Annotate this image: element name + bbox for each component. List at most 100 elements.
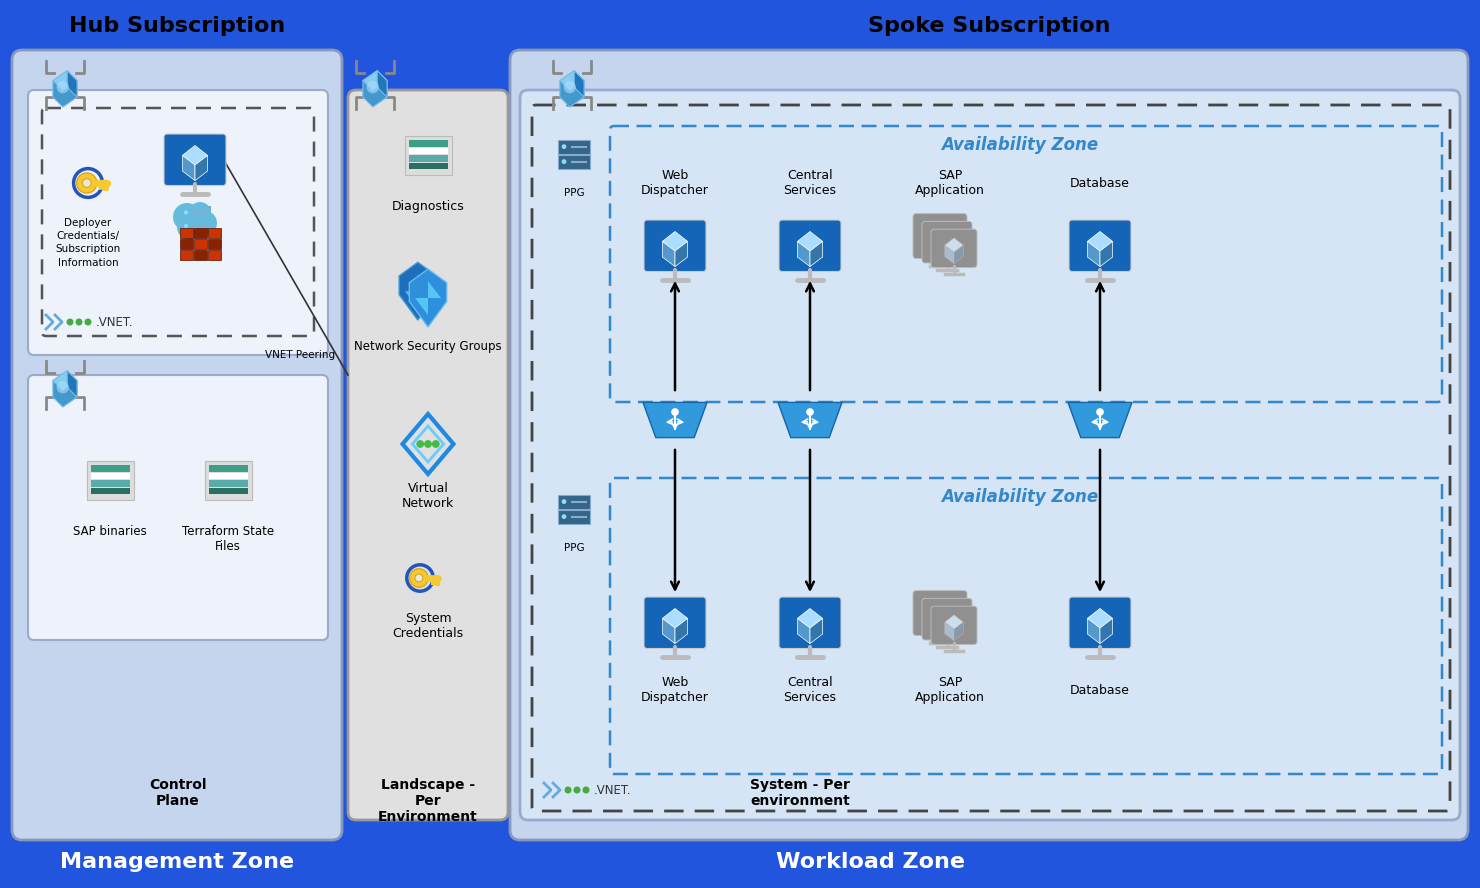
- FancyBboxPatch shape: [181, 239, 192, 249]
- Polygon shape: [798, 608, 823, 628]
- Text: SAP
Application: SAP Application: [915, 676, 984, 704]
- Text: Control
Plane: Control Plane: [149, 778, 207, 808]
- Polygon shape: [798, 618, 810, 644]
- Polygon shape: [663, 618, 675, 644]
- Circle shape: [77, 173, 96, 193]
- Text: System - Per
environment: System - Per environment: [750, 778, 850, 808]
- FancyBboxPatch shape: [408, 140, 447, 147]
- FancyBboxPatch shape: [931, 607, 977, 645]
- FancyBboxPatch shape: [778, 597, 841, 648]
- Circle shape: [670, 408, 679, 416]
- Polygon shape: [944, 614, 963, 630]
- Circle shape: [564, 81, 576, 93]
- FancyBboxPatch shape: [181, 250, 192, 260]
- Text: Virtual
Network: Virtual Network: [403, 482, 454, 510]
- Text: Workload Zone: Workload Zone: [776, 852, 965, 872]
- Circle shape: [367, 81, 379, 93]
- FancyBboxPatch shape: [408, 163, 447, 170]
- Circle shape: [432, 440, 440, 448]
- Polygon shape: [67, 71, 77, 97]
- Polygon shape: [947, 239, 958, 259]
- FancyBboxPatch shape: [181, 228, 192, 238]
- Circle shape: [416, 440, 425, 448]
- FancyBboxPatch shape: [194, 239, 207, 249]
- FancyBboxPatch shape: [164, 134, 226, 186]
- Circle shape: [189, 202, 212, 224]
- FancyBboxPatch shape: [511, 50, 1468, 840]
- Circle shape: [414, 574, 423, 582]
- Polygon shape: [944, 622, 955, 640]
- FancyBboxPatch shape: [209, 228, 221, 238]
- FancyBboxPatch shape: [181, 220, 210, 233]
- Circle shape: [192, 211, 218, 235]
- Polygon shape: [1088, 608, 1113, 628]
- Polygon shape: [53, 71, 77, 91]
- FancyBboxPatch shape: [922, 599, 972, 640]
- FancyBboxPatch shape: [90, 472, 130, 480]
- FancyBboxPatch shape: [181, 206, 210, 219]
- Text: Spoke Subscription: Spoke Subscription: [867, 16, 1110, 36]
- Text: VNET Peering: VNET Peering: [265, 350, 334, 360]
- Text: Central
Services: Central Services: [783, 676, 836, 704]
- FancyBboxPatch shape: [86, 461, 133, 501]
- Polygon shape: [937, 607, 958, 623]
- Text: .VNET.: .VNET.: [96, 315, 133, 329]
- FancyBboxPatch shape: [644, 597, 706, 648]
- Polygon shape: [642, 402, 707, 438]
- FancyBboxPatch shape: [209, 488, 247, 495]
- Polygon shape: [574, 71, 585, 97]
- FancyBboxPatch shape: [90, 480, 130, 487]
- Circle shape: [178, 214, 203, 240]
- Polygon shape: [929, 609, 940, 631]
- Polygon shape: [675, 618, 688, 644]
- Polygon shape: [798, 232, 823, 251]
- Polygon shape: [559, 71, 585, 91]
- FancyBboxPatch shape: [922, 221, 972, 263]
- FancyBboxPatch shape: [28, 375, 329, 640]
- Polygon shape: [955, 245, 963, 264]
- Text: Terraform State
Files: Terraform State Files: [182, 525, 274, 553]
- Text: Central
Services: Central Services: [783, 169, 836, 197]
- Polygon shape: [929, 224, 952, 241]
- Text: Availability Zone: Availability Zone: [941, 488, 1098, 506]
- Text: Network Security Groups: Network Security Groups: [354, 340, 502, 353]
- Polygon shape: [410, 269, 447, 327]
- Text: Hub Subscription: Hub Subscription: [70, 16, 286, 36]
- Circle shape: [184, 210, 188, 215]
- Polygon shape: [1069, 402, 1132, 438]
- Circle shape: [561, 159, 567, 164]
- Text: SAP binaries: SAP binaries: [73, 525, 147, 538]
- Polygon shape: [810, 242, 823, 266]
- FancyBboxPatch shape: [204, 461, 252, 501]
- Text: Database: Database: [1070, 177, 1129, 189]
- Circle shape: [561, 514, 567, 519]
- Polygon shape: [400, 262, 437, 320]
- Circle shape: [173, 203, 201, 231]
- Polygon shape: [53, 370, 77, 391]
- Polygon shape: [937, 615, 947, 636]
- FancyBboxPatch shape: [209, 472, 247, 480]
- Polygon shape: [944, 245, 955, 264]
- Text: Availability Zone: Availability Zone: [941, 136, 1098, 154]
- Text: SAP
Application: SAP Application: [915, 169, 984, 197]
- Text: Web
Dispatcher: Web Dispatcher: [641, 676, 709, 704]
- Text: Web
Dispatcher: Web Dispatcher: [641, 169, 709, 197]
- FancyBboxPatch shape: [558, 510, 591, 525]
- Polygon shape: [182, 146, 207, 165]
- Text: Landscape -
Per
Environment: Landscape - Per Environment: [377, 778, 478, 824]
- FancyBboxPatch shape: [913, 591, 966, 636]
- Circle shape: [583, 787, 589, 794]
- FancyBboxPatch shape: [778, 220, 841, 272]
- Circle shape: [561, 144, 567, 149]
- Polygon shape: [778, 402, 842, 438]
- Polygon shape: [363, 71, 388, 107]
- Text: Deployer
Credentials/
Subscription
Information: Deployer Credentials/ Subscription Infor…: [55, 218, 121, 267]
- FancyBboxPatch shape: [209, 465, 247, 472]
- Polygon shape: [675, 242, 688, 266]
- FancyBboxPatch shape: [558, 495, 591, 510]
- Circle shape: [83, 178, 92, 187]
- Polygon shape: [195, 155, 207, 180]
- Text: PPG: PPG: [564, 543, 585, 553]
- Polygon shape: [937, 231, 958, 246]
- Polygon shape: [1100, 618, 1113, 644]
